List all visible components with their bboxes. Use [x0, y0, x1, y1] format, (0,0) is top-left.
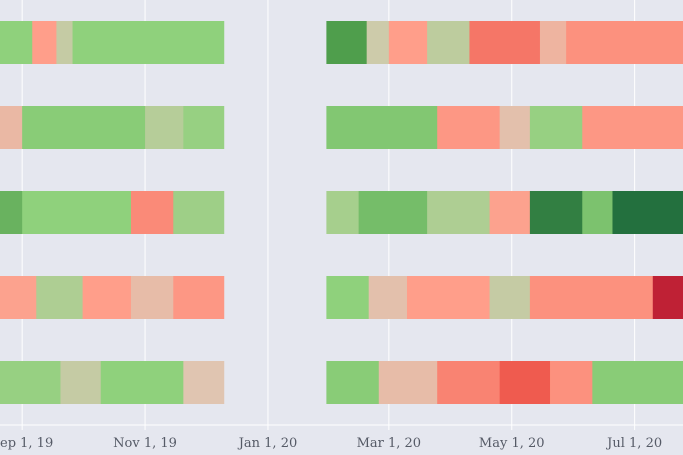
heatmap-cell	[326, 276, 370, 319]
heatmap-cell	[489, 191, 531, 234]
heatmap-cell	[592, 361, 683, 404]
heatmap-cell	[469, 21, 541, 64]
x-tick-label: Sep 1, 19	[0, 436, 53, 451]
heatmap-cell	[22, 106, 146, 149]
x-tick-label: May 1, 20	[479, 436, 545, 451]
heatmap-cell	[82, 276, 132, 319]
heatmap-cell	[427, 21, 471, 64]
heatmap-cell	[36, 276, 84, 319]
heatmap-cell	[0, 106, 23, 149]
x-tick-label: Nov 1, 19	[113, 436, 177, 451]
heatmap-row	[0, 106, 683, 149]
heatmap-cell	[566, 21, 683, 64]
heatmap-cell	[582, 106, 683, 149]
heatmap-cell	[529, 276, 654, 319]
heatmap-cell	[22, 191, 132, 234]
heatmap-cell	[529, 106, 583, 149]
heatmap-cell	[0, 21, 33, 64]
x-tick-label: Jan 1, 20	[237, 436, 298, 451]
heatmap-cell	[366, 21, 390, 64]
heatmap-cell	[652, 276, 683, 319]
heatmap-row	[0, 276, 683, 319]
heatmap-cell	[145, 106, 184, 149]
heatmap-cell	[0, 361, 62, 404]
heatmap-cell	[326, 191, 360, 234]
heatmap-row	[0, 361, 683, 404]
heatmap-cell	[539, 21, 567, 64]
heatmap-cell	[173, 276, 225, 319]
heatmap-cell	[427, 191, 491, 234]
heatmap-cell	[582, 191, 614, 234]
heatmap-cell	[529, 191, 583, 234]
heatmap-cell	[130, 191, 174, 234]
heatmap-cell	[60, 361, 102, 404]
heatmap-cell	[100, 361, 184, 404]
x-axis: Sep 1, 19 Nov 1, 19 Jan 1, 20 Mar 1, 20 May …	[0, 424, 683, 451]
heatmap-cell	[56, 21, 74, 64]
heatmap-cell	[326, 21, 368, 64]
heatmap-rows	[0, 21, 683, 404]
heatmap-cell	[437, 106, 501, 149]
heatmap-cell	[72, 21, 225, 64]
heatmap-cell	[378, 361, 438, 404]
heatmap-cell	[0, 191, 23, 234]
heatmap-cell	[183, 361, 225, 404]
heatmap-cell	[437, 361, 501, 404]
heatmap-cell	[612, 191, 683, 234]
heatmap-cell	[183, 106, 225, 149]
heatmap-cell	[358, 191, 428, 234]
heatmap-row	[0, 191, 683, 234]
heatmap-cell	[388, 21, 428, 64]
heatmap-cell	[326, 106, 438, 149]
heatmap-cell	[326, 361, 380, 404]
heatmap-row	[0, 21, 683, 64]
heatmap-cell	[368, 276, 408, 319]
x-tick-label: Mar 1, 20	[357, 436, 422, 451]
x-tick-label: Jul 1, 20	[605, 436, 662, 451]
heatmap-cell	[550, 361, 593, 404]
heatmap-cell	[489, 276, 531, 319]
heatmap-cell	[0, 276, 37, 319]
heatmap-cell	[499, 361, 551, 404]
heatmap-cell	[406, 276, 491, 319]
heatmap-cell	[499, 106, 531, 149]
heatmap-cell	[32, 21, 58, 64]
heatmap-cell	[130, 276, 174, 319]
heatmap-cell	[173, 191, 225, 234]
